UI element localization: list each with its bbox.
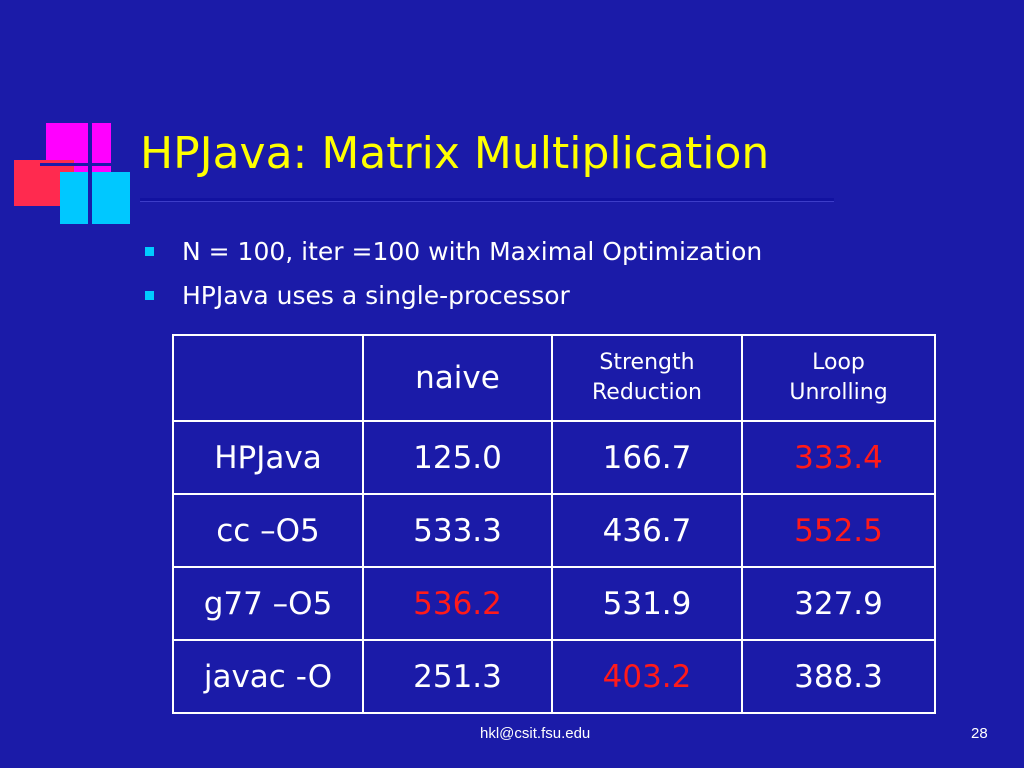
header-line: Unrolling bbox=[789, 380, 888, 405]
row-label: g77 –O5 bbox=[172, 566, 364, 641]
logo-cyan-square bbox=[60, 172, 130, 224]
page-number: 28 bbox=[971, 725, 988, 742]
table-cell-highlighted: 536.2 bbox=[362, 566, 553, 641]
table-cell-highlighted: 552.5 bbox=[741, 493, 936, 568]
row-label: javac -O bbox=[172, 639, 364, 714]
header-line: Strength bbox=[599, 350, 695, 376]
table-cell-highlighted: 333.4 bbox=[741, 420, 936, 495]
bullet-text: HPJava uses a single-processor bbox=[182, 280, 570, 310]
slide-logo-graphic bbox=[0, 0, 150, 230]
bullet-list: N = 100, iter =100 with Maximal Optimiza… bbox=[145, 229, 762, 317]
table-cell: 166.7 bbox=[551, 420, 743, 495]
bullet-item: N = 100, iter =100 with Maximal Optimiza… bbox=[145, 229, 762, 273]
slide-title: HPJava: Matrix Multiplication bbox=[140, 128, 770, 179]
square-bullet-icon bbox=[145, 246, 154, 256]
table-cell: 125.0 bbox=[362, 420, 553, 495]
header-cell-naive: naive bbox=[362, 334, 553, 422]
bullet-item: HPJava uses a single-processor bbox=[145, 273, 762, 317]
table-cell: 251.3 bbox=[362, 639, 553, 714]
table-row: HPJava 125.0 166.7 333.4 bbox=[172, 420, 936, 495]
table-cell: 436.7 bbox=[551, 493, 743, 568]
table-cell: 533.3 bbox=[362, 493, 553, 568]
table-cell: 531.9 bbox=[551, 566, 743, 641]
logo-vertical-line bbox=[88, 110, 92, 228]
square-bullet-icon bbox=[145, 290, 154, 300]
table-row: cc –O5 533.3 436.7 552.5 bbox=[172, 493, 936, 568]
table-cell-highlighted: 403.2 bbox=[551, 639, 743, 714]
table-row: javac -O 251.3 403.2 388.3 bbox=[172, 639, 936, 714]
header-cell-strength-reduction: Strength Reduction bbox=[551, 334, 743, 422]
bullet-text: N = 100, iter =100 with Maximal Optimiza… bbox=[182, 236, 763, 266]
header-cell-loop-unrolling: Loop Unrolling bbox=[741, 334, 936, 422]
table-cell: 327.9 bbox=[741, 566, 936, 641]
header-line: Reduction bbox=[592, 380, 702, 405]
row-label: HPJava bbox=[172, 420, 364, 495]
table-row: g77 –O5 536.2 531.9 327.9 bbox=[172, 566, 936, 641]
results-table: naive Strength Reduction Loop Unrolling … bbox=[172, 334, 936, 714]
table-cell: 388.3 bbox=[741, 639, 936, 714]
header-cell-empty bbox=[172, 334, 364, 422]
table-header-row: naive Strength Reduction Loop Unrolling bbox=[172, 334, 936, 422]
logo-horizontal-line bbox=[40, 163, 140, 166]
title-divider bbox=[140, 198, 834, 202]
footer-email: hkl@csit.fsu.edu bbox=[480, 725, 591, 742]
row-label: cc –O5 bbox=[172, 493, 364, 568]
header-line: Loop bbox=[812, 350, 865, 376]
